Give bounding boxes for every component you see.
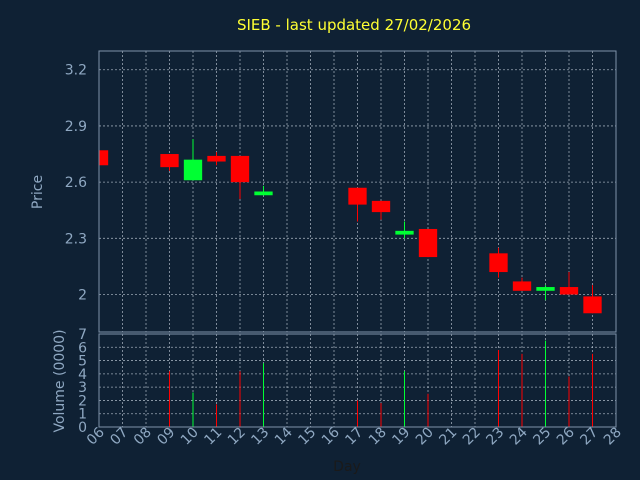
price-tick-label: 2.3	[65, 231, 87, 247]
volume-tick-label: 4	[78, 367, 87, 383]
volume-tick-label: 6	[78, 340, 87, 356]
x-tick-label: 17	[342, 425, 366, 449]
x-tick-label: 08	[131, 425, 155, 449]
x-tick-labels: 06 07 08 09 10 11 12 13 14 15 16 17 18 19 20 21 22 23 24 25…	[84, 424, 625, 448]
price-frame	[98, 50, 617, 333]
x-tick-label: 18	[366, 425, 390, 449]
candle-body	[207, 155, 226, 162]
x-tick-label: 19	[389, 425, 413, 449]
x-tick-label: 10	[178, 425, 202, 449]
candle-body	[348, 187, 367, 205]
volume-axis-label: Volume (0000)	[52, 329, 68, 432]
x-tick-label: 25	[530, 425, 554, 449]
volume-tick-label: 3	[78, 380, 87, 396]
x-tick-label: 14	[272, 424, 296, 448]
candle-body	[160, 154, 179, 168]
x-tick-label: 22	[460, 425, 484, 449]
x-tick-label: 16	[319, 424, 343, 448]
x-tick-label: 09	[154, 425, 178, 449]
candle-body	[183, 159, 203, 181]
x-tick-label: 27	[577, 425, 601, 449]
volume-tick-label: 7	[78, 327, 87, 343]
candle-body	[559, 287, 579, 295]
price-panel: 3.2 2.9 2.6 2.3 2	[65, 50, 617, 333]
x-tick-label: 12	[225, 425, 249, 449]
x-tick-label: 13	[248, 425, 272, 449]
x-axis-label: Day	[333, 459, 361, 475]
candle-body	[489, 253, 508, 273]
x-tick-label: 20	[413, 425, 437, 449]
candle-body	[536, 287, 555, 291]
x-tick-label: 21	[436, 425, 460, 449]
price-tick-label: 3.2	[65, 63, 87, 79]
x-tick-label: 11	[201, 425, 225, 449]
x-tick-label: 24	[507, 424, 531, 448]
candle-body	[99, 150, 109, 166]
x-tick-label: 23	[483, 425, 507, 449]
x-tick-label: 06	[84, 424, 108, 448]
candle-body	[583, 296, 602, 314]
volume-tick-label: 5	[78, 354, 87, 370]
x-tick-label: 28	[601, 425, 625, 449]
candle-body	[512, 281, 532, 291]
x-tick-label: 26	[554, 424, 578, 448]
price-tick-label: 2	[78, 288, 87, 304]
price-axis-label: Price	[30, 175, 46, 209]
x-tick-label: 07	[107, 425, 131, 449]
candle-body	[418, 228, 438, 258]
candle-body	[254, 191, 273, 196]
price-tick-label: 2.6	[65, 175, 87, 191]
x-tick-label: 15	[295, 425, 319, 449]
candle-body	[395, 230, 414, 235]
volume-tick-label: 2	[78, 393, 87, 409]
price-tick-label: 2.9	[65, 119, 87, 135]
volume-tick-label: 1	[78, 407, 87, 423]
candle-body	[371, 200, 391, 213]
volume-frame	[98, 333, 617, 428]
chart-title: SIEB - last updated 27/02/2026	[237, 16, 471, 34]
volume-tick-label: 0	[78, 420, 87, 436]
candle-body	[230, 155, 250, 183]
